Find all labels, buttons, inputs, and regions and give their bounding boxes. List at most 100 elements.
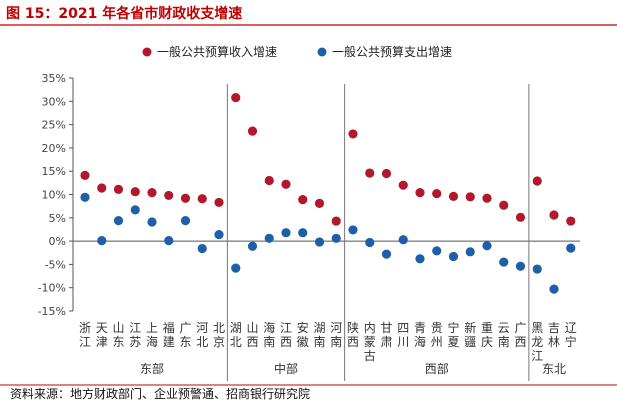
x-category-char: 北 [213, 321, 225, 335]
x-category-label: 上海 [146, 321, 158, 349]
x-category-label: 陕西 [347, 320, 359, 349]
x-category-char: 龙 [531, 335, 543, 349]
x-category-char: 蒙 [364, 335, 376, 349]
x-category-char: 黑 [531, 321, 543, 335]
region-label: 东北 [542, 362, 566, 376]
expense-growth-point [348, 225, 358, 235]
income-growth-point [147, 188, 157, 198]
expense-growth-point [415, 254, 425, 264]
x-category-char: 海 [414, 334, 426, 349]
x-category-char: 海 [146, 334, 158, 349]
income-growth-point [113, 184, 124, 194]
x-category-label: 黑龙江 [531, 321, 543, 363]
legend-marker-income [142, 47, 152, 57]
expense-growth-point [113, 215, 124, 226]
x-category-char: 湖 [230, 320, 242, 335]
expense-growth-point [432, 246, 442, 256]
x-category-char: 庆 [481, 335, 493, 349]
expense-growth-point [499, 257, 509, 267]
x-category-char: 南 [313, 334, 325, 349]
x-category-char: 夏 [447, 335, 459, 349]
expense-growth-point [482, 241, 492, 251]
income-growth-point [231, 92, 241, 103]
x-category-char: 海 [263, 320, 275, 335]
x-category-char: 西 [347, 335, 359, 349]
expense-growth-point [314, 237, 325, 247]
x-category-char: 南 [263, 334, 275, 349]
expense-growth-point [298, 228, 308, 238]
expense-growth-point [130, 205, 140, 215]
expense-growth-point [247, 241, 258, 251]
x-category-char: 宁 [565, 334, 577, 349]
x-category-char: 重 [481, 321, 493, 335]
income-growth-point [298, 195, 308, 205]
x-category-label: 江西 [280, 321, 292, 349]
expense-growth-point [147, 217, 157, 227]
x-category-char: 江 [79, 335, 91, 349]
income-growth-point [432, 188, 442, 199]
x-category-char: 天 [96, 321, 108, 335]
expense-growth-point [448, 251, 459, 262]
x-category-char: 新 [464, 320, 476, 335]
income-growth-point [348, 129, 358, 139]
expense-growth-point [381, 249, 392, 259]
income-growth-point [80, 170, 90, 180]
source-note: 资料来源：地方财政部门、企业预警通、招商银行研究院 [10, 386, 310, 401]
income-growth-point [97, 183, 107, 193]
x-category-char: 西 [246, 335, 258, 349]
x-category-char: 州 [431, 335, 443, 349]
y-tick-label: 20% [42, 142, 66, 155]
x-category-label: 湖南 [313, 320, 325, 349]
x-category-char: 湖 [313, 320, 325, 335]
expense-growth-point [97, 236, 107, 246]
income-growth-point [247, 126, 258, 136]
income-growth-point [482, 193, 492, 203]
x-category-char: 东 [179, 335, 191, 349]
expense-growth-point [180, 215, 191, 226]
y-tick-label: 30% [42, 95, 66, 108]
x-category-char: 上 [146, 321, 158, 335]
x-category-char: 古 [364, 348, 376, 363]
income-growth-point [214, 197, 224, 208]
x-category-char: 林 [548, 335, 560, 349]
expense-growth-point [197, 243, 207, 254]
expense-growth-point [549, 284, 559, 294]
x-category-char: 广 [514, 321, 526, 335]
income-growth-point [566, 216, 576, 226]
income-growth-point [415, 188, 425, 198]
x-category-char: 内 [364, 321, 376, 335]
expense-growth-point [566, 243, 576, 253]
x-category-char: 青 [414, 321, 426, 335]
x-category-char: 北 [230, 335, 242, 349]
x-category-char: 辽 [565, 321, 577, 335]
expense-growth-point [164, 236, 174, 246]
x-category-char: 吉 [548, 321, 560, 335]
x-category-char: 陕 [347, 320, 359, 335]
x-category-label: 新疆 [464, 320, 476, 349]
x-category-label: 浙江 [79, 321, 91, 349]
expense-growth-point [398, 235, 408, 245]
expense-growth-point [214, 229, 224, 240]
x-category-label: 山西 [246, 321, 258, 349]
x-category-label: 河北 [196, 321, 208, 349]
region-label: 东部 [140, 361, 164, 376]
expense-growth-point [281, 228, 291, 238]
x-category-char: 河 [330, 321, 342, 335]
x-category-label: 广东 [179, 321, 191, 349]
y-tick-label: 25% [42, 119, 66, 132]
x-category-label: 重庆 [481, 321, 493, 349]
x-category-char: 肃 [380, 335, 392, 349]
expense-growth-point [80, 192, 90, 202]
x-category-char: 东 [112, 335, 124, 349]
expense-growth-point [264, 233, 274, 243]
income-growth-point [381, 168, 392, 179]
x-category-char: 河 [196, 321, 208, 335]
expense-growth-point [331, 233, 341, 243]
income-growth-point [398, 180, 408, 190]
x-category-label: 宁夏 [447, 320, 459, 349]
income-growth-point [549, 210, 559, 220]
y-tick-label: 15% [42, 165, 66, 178]
chart-title: 图 15：2021 年各省市财政收支增速 [6, 5, 242, 22]
x-category-label: 吉林 [548, 321, 560, 349]
x-category-label: 江苏 [129, 321, 141, 349]
